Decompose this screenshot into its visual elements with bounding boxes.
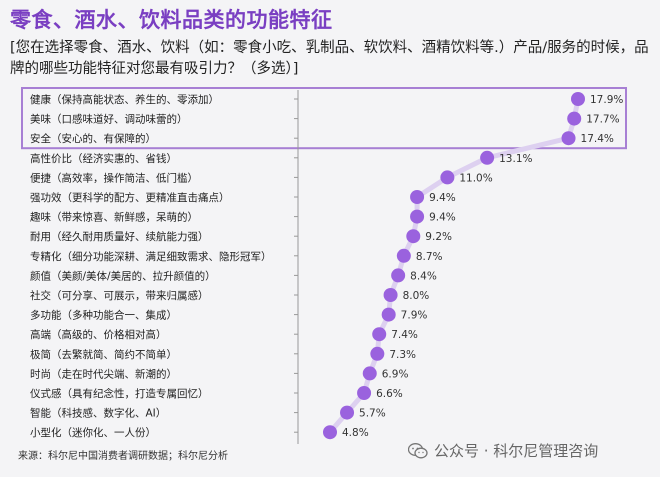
value-label: 11.0% bbox=[459, 172, 492, 184]
value-label: 6.6% bbox=[376, 388, 403, 400]
category-label: 专精化（细分功能深耕、满足细致需求、隐形冠军） bbox=[30, 250, 272, 263]
value-label: 7.9% bbox=[401, 310, 428, 322]
category-label: 健康（保持高能状态、养生的、零添加） bbox=[30, 93, 219, 106]
value-label: 13.1% bbox=[499, 153, 532, 165]
data-point bbox=[396, 248, 411, 263]
value-label: 8.4% bbox=[410, 270, 437, 282]
value-label: 8.7% bbox=[416, 251, 443, 263]
data-point bbox=[383, 288, 398, 302]
watermark: 公众号 · 科尔尼管理咨询 bbox=[408, 440, 598, 461]
data-point bbox=[567, 111, 582, 126]
value-label: 17.4% bbox=[581, 133, 614, 145]
survey-question: [您在选择零食、酒水、饮料（如：零食小吃、乳制品、软饮料、酒精饮料等.）产品/服… bbox=[10, 40, 649, 77]
data-point bbox=[370, 346, 385, 361]
category-label-layer: 健康（保持高能状态、养生的、零添加） 美味（口感味道好、调动味蕾的） 安全（安心的、… bbox=[30, 93, 272, 439]
data-point bbox=[440, 170, 455, 185]
category-label: 趣味（带来惊喜、新鲜感，呆萌的） bbox=[30, 211, 198, 224]
category-label: 极简（去繁就简、简约不简单） bbox=[30, 348, 177, 361]
value-label: 4.8% bbox=[342, 427, 369, 439]
dot-layer bbox=[323, 92, 585, 440]
data-point bbox=[410, 190, 425, 204]
value-label-layer: 17.9%17.7%17.4%13.1%11.0%9.4%9.4%9.2%8.7… bbox=[342, 94, 623, 439]
data-point bbox=[561, 131, 576, 146]
wechat-icon bbox=[408, 442, 428, 458]
category-label: 多功能（多种功能合一、集成） bbox=[30, 309, 177, 322]
value-label: 9.2% bbox=[425, 231, 452, 243]
category-label: 耐用（经久耐用质量好、续航能力强） bbox=[30, 230, 209, 243]
category-label: 颜值（美颜/美体/美居的、拉升颜值的） bbox=[30, 269, 216, 282]
data-point bbox=[372, 327, 387, 342]
data-point bbox=[480, 150, 495, 165]
category-label: 智能（科技感、数字化、AI） bbox=[30, 407, 166, 420]
value-label: 17.9% bbox=[590, 94, 623, 106]
data-point bbox=[362, 366, 377, 381]
source-note: 来源：科尔尼中国消费者调研数据；科尔尼分析 bbox=[18, 451, 228, 462]
value-label: 9.4% bbox=[429, 212, 456, 224]
value-label: 7.4% bbox=[391, 329, 418, 341]
data-point bbox=[381, 307, 396, 322]
data-point bbox=[357, 386, 372, 400]
category-label: 小型化（迷你化、一人份） bbox=[30, 426, 156, 439]
value-label: 5.7% bbox=[359, 408, 386, 420]
category-label: 安全（安心的、有保障的） bbox=[30, 132, 156, 145]
top-highlight-box bbox=[21, 87, 627, 150]
data-point bbox=[406, 229, 421, 244]
watermark-text: 公众号 · 科尔尼管理咨询 bbox=[434, 442, 599, 460]
category-label: 便捷（高效率，操作简洁、低门槛） bbox=[30, 171, 198, 184]
data-point bbox=[410, 209, 425, 224]
category-label: 高端（高级的、价格相对高） bbox=[30, 328, 167, 341]
value-label: 17.7% bbox=[586, 114, 619, 126]
data-point bbox=[323, 425, 337, 440]
category-label: 仪式感（具有纪念性，打造专属回忆） bbox=[30, 387, 209, 400]
data-point bbox=[391, 268, 406, 283]
category-label: 美味（口感味道好、调动味蕾的） bbox=[30, 113, 188, 126]
page-title: 零食、酒水、饮料品类的功能特征 bbox=[10, 8, 333, 32]
data-point bbox=[571, 92, 585, 106]
value-label: 7.3% bbox=[389, 349, 416, 361]
category-label: 高性价比（经济实惠的、省钱） bbox=[30, 152, 177, 165]
value-label: 9.4% bbox=[429, 192, 456, 204]
category-label: 社交（可分享、可展示，带来归属感） bbox=[30, 289, 209, 302]
category-label: 强功效（更科学的配方、更精准直击痛点） bbox=[30, 191, 230, 204]
data-point bbox=[340, 405, 355, 420]
category-label: 时尚（走在时代尖端、新潮的） bbox=[30, 367, 177, 380]
value-label: 6.9% bbox=[382, 368, 409, 380]
value-label: 8.0% bbox=[403, 290, 430, 302]
